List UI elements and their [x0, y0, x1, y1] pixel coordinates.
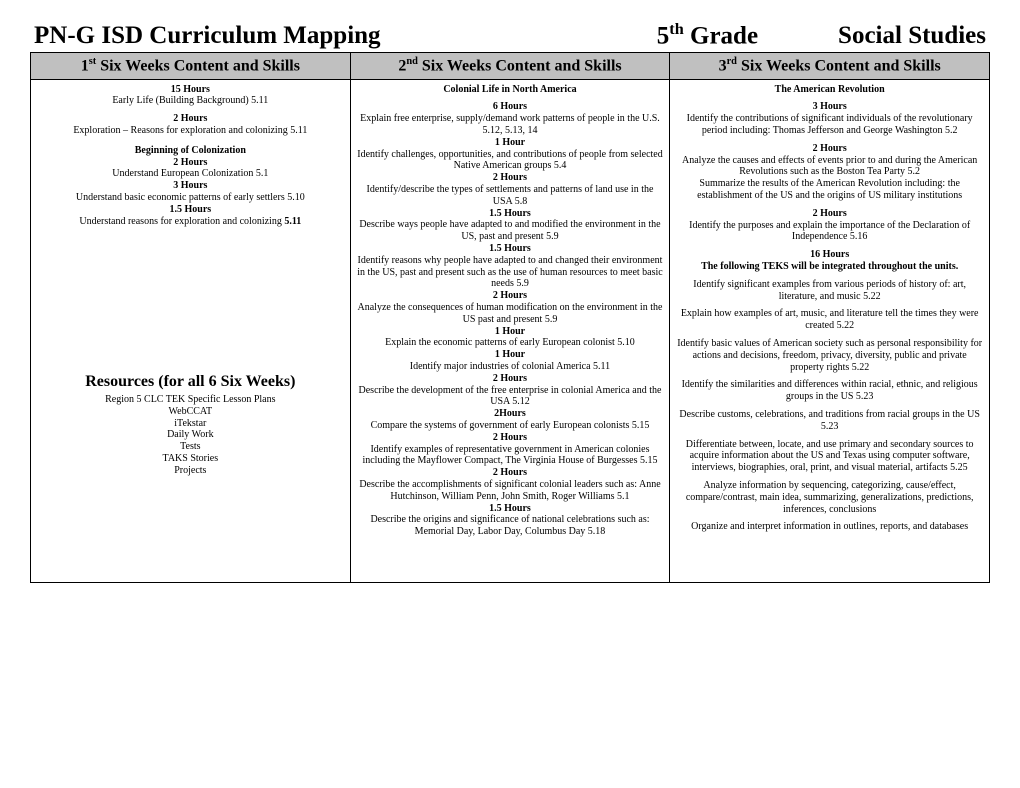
c2-h2: 1 Hour [357, 137, 664, 149]
c3-l2: Analyze the causes and effects of events… [676, 155, 983, 179]
c3-p8: Organize and interpret information in ou… [676, 521, 983, 533]
c2-h10: 2Hours [357, 408, 664, 420]
c3-p6: Differentiate between, locate, and use p… [676, 439, 983, 474]
c3-h4: 16 Hours [676, 249, 983, 261]
title-mid: 5th Grade [657, 20, 758, 50]
c1-h3: 2 Hours [37, 157, 344, 169]
c2-l13: Describe the origins and significance of… [357, 514, 664, 538]
col3-content: The American Revolution 3 Hours Identify… [670, 79, 990, 582]
res-r1: Region 5 CLC TEK Specific Lesson Plans [37, 394, 344, 406]
res-r6: TAKS Stories [37, 453, 344, 465]
c2-h4: 1.5 Hours [357, 208, 664, 220]
col2-content: Colonial Life in North America 6 Hours E… [350, 79, 670, 582]
c2-h12: 2 Hours [357, 467, 664, 479]
c2-l1b: 5.12, 5.13, 14 [357, 125, 664, 137]
col1-header: 1st Six Weeks Content and Skills [31, 53, 351, 79]
res-r7: Projects [37, 465, 344, 477]
c3-p2: Explain how examples of art, music, and … [676, 308, 983, 332]
c2-l8: Identify major industries of colonial Am… [357, 361, 664, 373]
c2-l6: Analyze the consequences of human modifi… [357, 302, 664, 326]
c3-p1: Identify significant examples from vario… [676, 279, 983, 303]
res-r5: Tests [37, 441, 344, 453]
c1-h4: 3 Hours [37, 180, 344, 192]
c3-p4: Identify the similarities and difference… [676, 379, 983, 403]
c3-h1: 3 Hours [676, 101, 983, 113]
c3-h3: 2 Hours [676, 208, 983, 220]
c1-l3: Understand European Colonization 5.1 [37, 168, 344, 180]
c1-sect: Beginning of Colonization [37, 145, 344, 157]
c2-h1: 6 Hours [357, 101, 664, 113]
c2-l9: Describe the development of the free ent… [357, 385, 664, 409]
c2-h8: 1 Hour [357, 349, 664, 361]
c1-l4: Understand basic economic patterns of ea… [37, 192, 344, 204]
c2-l12: Describe the accomplishments of signific… [357, 479, 664, 503]
c3-p3: Identify basic values of American societ… [676, 338, 983, 373]
c3-p7: Analyze information by sequencing, categ… [676, 480, 983, 515]
c3-title: The American Revolution [676, 84, 983, 96]
c1-l1: Early Life (Building Background) 5.11 [37, 95, 344, 107]
c2-l2: Identify challenges, opportunities, and … [357, 149, 664, 173]
c3-h2: 2 Hours [676, 143, 983, 155]
c1-h1: 15 Hours [37, 84, 344, 96]
col1-content: 15 Hours Early Life (Building Background… [31, 79, 351, 369]
c2-h5: 1.5 Hours [357, 243, 664, 255]
c3-l1: Identify the contributions of significan… [676, 113, 983, 137]
c1-l5: Understand reasons for exploration and c… [37, 216, 344, 228]
c2-h13: 1.5 Hours [357, 503, 664, 515]
c3-l3: Identify the purposes and explain the im… [676, 220, 983, 244]
c2-h7: 1 Hour [357, 326, 664, 338]
c2-l4: Describe ways people have adapted to and… [357, 219, 664, 243]
c2-l10: Compare the systems of government of ear… [357, 420, 664, 432]
c2-h3: 2 Hours [357, 172, 664, 184]
c2-l11: Identify examples of representative gove… [357, 444, 664, 468]
c1-h2: 2 Hours [37, 113, 344, 125]
col3-header: 3rd Six Weeks Content and Skills [670, 53, 990, 79]
col2-header: 2nd Six Weeks Content and Skills [350, 53, 670, 79]
title-right: Social Studies [838, 22, 986, 50]
c2-l3: Identify/describe the types of settlemen… [357, 184, 664, 208]
c3-p5: Describe customs, celebrations, and trad… [676, 409, 983, 433]
curriculum-table: 1st Six Weeks Content and Skills 2nd Six… [30, 52, 990, 583]
c2-h6: 2 Hours [357, 290, 664, 302]
title-left: PN-G ISD Curriculum Mapping [34, 22, 617, 50]
resources-cell: Resources (for all 6 Six Weeks) Region 5… [31, 369, 351, 582]
c3-l2b: Summarize the results of the American Re… [676, 178, 983, 202]
c2-l7: Explain the economic patterns of early E… [357, 337, 664, 349]
c1-h5: 1.5 Hours [37, 204, 344, 216]
c1-l2: Exploration – Reasons for exploration an… [37, 125, 344, 137]
c2-l1: Explain free enterprise, supply/demand w… [357, 113, 664, 125]
resources-head: Resources (for all 6 Six Weeks) [37, 373, 344, 392]
c3-l4: The following TEKS will be integrated th… [676, 261, 983, 273]
res-r4: Daily Work [37, 429, 344, 441]
c2-title: Colonial Life in North America [357, 84, 664, 96]
c2-h11: 2 Hours [357, 432, 664, 444]
page-title-row: PN-G ISD Curriculum Mapping 5th Grade So… [30, 20, 990, 50]
res-r2: WebCCAT [37, 406, 344, 418]
c2-l5: Identify reasons why people have adapted… [357, 255, 664, 290]
res-r3: iTekstar [37, 418, 344, 430]
c2-h9: 2 Hours [357, 373, 664, 385]
